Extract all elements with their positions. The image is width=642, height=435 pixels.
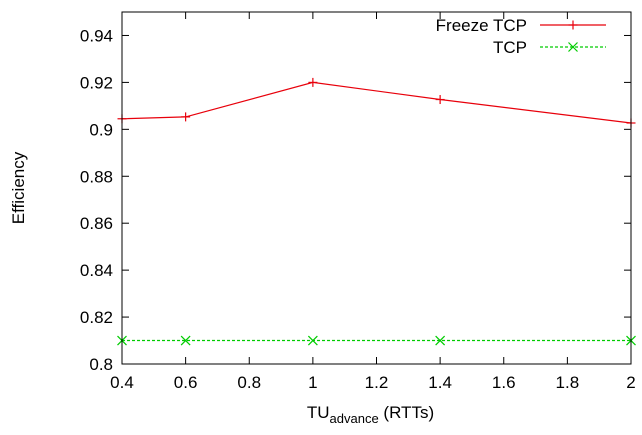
x-tick-label: 0.8: [237, 373, 261, 392]
x-tick-label: 1: [308, 373, 317, 392]
x-axis-label-main: TU: [307, 403, 330, 422]
y-tick-label: 0.8: [89, 355, 113, 374]
x-axis-label-subscript: advance: [330, 411, 379, 426]
data-point-freeze-tcp: [308, 77, 318, 87]
legend-label-tcp: TCP: [493, 38, 527, 57]
x-tick-label: 1.4: [428, 373, 452, 392]
data-point-tcp: [435, 335, 446, 346]
series-line-freeze-tcp: [121, 81, 632, 124]
y-tick-label: 0.92: [80, 73, 113, 92]
legend-label-freeze-tcp: Freeze TCP: [436, 16, 527, 35]
plot-frame: [121, 11, 632, 365]
x-tick-label: 1.6: [492, 373, 516, 392]
y-tick-label: 0.86: [80, 214, 113, 233]
x-tick-label: 2: [626, 373, 635, 392]
x-axis-label: TUadvance (RTTs): [307, 403, 434, 426]
data-point-tcp: [180, 335, 191, 346]
x-tick-label: 1.8: [556, 373, 580, 392]
y-axis-label: Efficiency: [9, 151, 28, 224]
x-tick-label: 1.2: [365, 373, 389, 392]
y-tick-label: 0.82: [80, 308, 113, 327]
data-point-tcp: [307, 335, 318, 346]
x-axis-label-unit: (RTTs): [379, 403, 434, 422]
data-point-freeze-tcp: [181, 112, 191, 122]
data-point-freeze-tcp: [435, 95, 445, 105]
legend-marker-freeze-tcp: [568, 20, 578, 30]
series-layer: [117, 77, 636, 346]
y-tick-label: 0.94: [80, 26, 113, 45]
x-tick-label: 0.4: [110, 373, 134, 392]
y-tick-label: 0.88: [80, 167, 113, 186]
x-tick-label: 0.6: [174, 373, 198, 392]
legend-marker-tcp: [568, 42, 578, 52]
y-tick-label: 0.9: [89, 120, 113, 139]
ticks-layer: 0.8 0.82 0.84 0.86 0.88 0.9 0.92 0.94 0.4 0.6 0.8 1…: [80, 12, 636, 392]
y-tick-label: 0.84: [80, 261, 113, 280]
legend: Freeze TCP TCP: [436, 16, 606, 57]
